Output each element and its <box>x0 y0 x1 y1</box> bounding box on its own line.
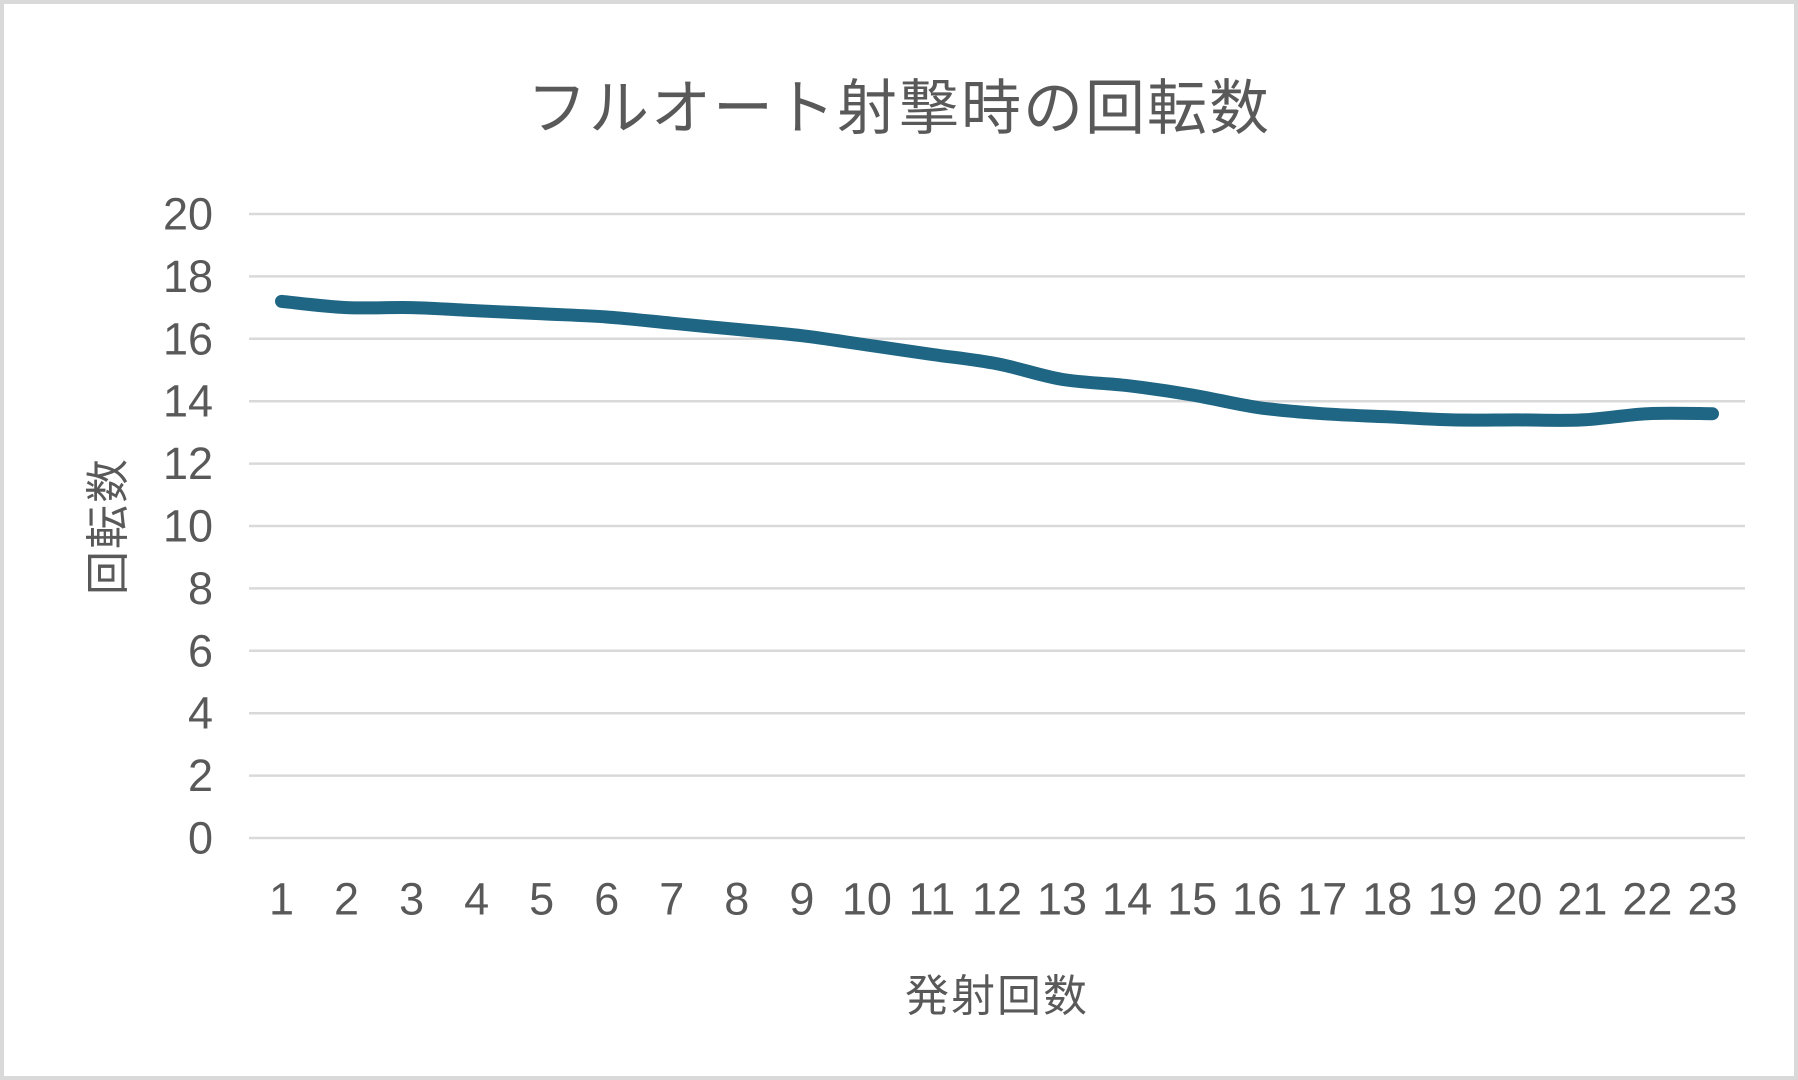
x-tick-label: 22 <box>1622 874 1672 925</box>
gridlines <box>249 212 1745 840</box>
x-tick-label: 12 <box>972 874 1022 925</box>
x-tick-label: 15 <box>1167 874 1217 925</box>
x-tick-label: 9 <box>789 874 814 925</box>
x-tick-label: 19 <box>1427 874 1477 925</box>
x-tick-label: 5 <box>529 874 554 925</box>
x-tick-label: 4 <box>464 874 489 925</box>
y-tick-label: 14 <box>163 376 213 427</box>
chart-title: フルオート射撃時の回転数 <box>527 75 1271 142</box>
series-lines <box>275 294 1719 427</box>
y-tick-label: 4 <box>188 688 213 739</box>
x-tick-label: 2 <box>334 874 359 925</box>
x-tick-label: 8 <box>724 874 749 925</box>
data-series-line <box>275 294 1719 427</box>
x-axis-title: 発射回数 <box>905 972 1089 1021</box>
x-tick-label: 3 <box>399 874 424 925</box>
x-tick-label: 11 <box>909 874 956 925</box>
x-tick-label: 13 <box>1037 874 1087 925</box>
y-tick-label: 8 <box>188 563 213 614</box>
x-tick-label: 23 <box>1687 874 1737 925</box>
y-tick-label: 6 <box>188 625 213 676</box>
y-tick-label: 2 <box>188 750 213 801</box>
x-tick-label: 17 <box>1297 874 1347 925</box>
x-tick-label: 7 <box>659 874 684 925</box>
y-tick-label: 18 <box>163 251 213 302</box>
y-tick-label: 10 <box>163 501 213 552</box>
y-tick-label: 12 <box>163 438 213 489</box>
y-tick-labels: 0 2 4 6 8 10 12 14 16 18 20 <box>163 189 213 864</box>
x-tick-label: 16 <box>1232 874 1282 925</box>
x-tick-label: 14 <box>1102 874 1152 925</box>
x-tick-label: 6 <box>594 874 619 925</box>
x-tick-label: 10 <box>842 874 892 925</box>
y-tick-label: 16 <box>163 313 213 364</box>
x-tick-label: 21 <box>1557 874 1607 925</box>
x-tick-label: 18 <box>1362 874 1412 925</box>
y-tick-label: 0 <box>188 813 213 864</box>
y-tick-label: 20 <box>163 189 213 240</box>
x-tick-label: 20 <box>1492 874 1542 925</box>
x-tick-labels: 1 2 3 4 5 6 7 8 9 10 11 12 13 14 15 16 17 18 19 20 21 22 23 <box>269 874 1738 925</box>
x-tick-label: 1 <box>269 874 294 925</box>
